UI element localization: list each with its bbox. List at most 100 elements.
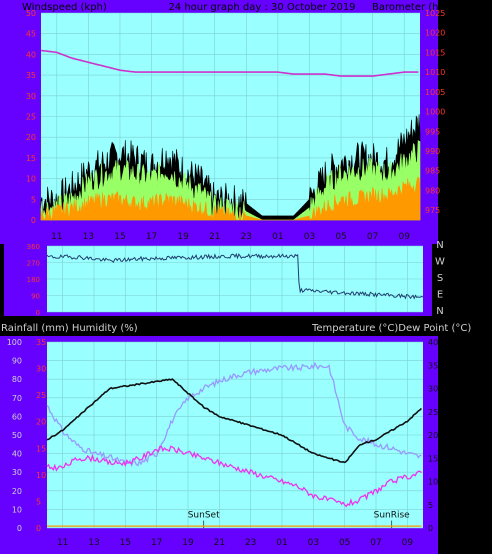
sun-annotations: SunSet SunRise: [188, 511, 410, 528]
top-grid: [41, 12, 420, 221]
direction-label-s: S: [437, 273, 443, 284]
temperature-tick-label: 5: [428, 501, 433, 510]
barometer-tick-label: 1005: [425, 88, 445, 97]
windspeed-tick-label: 40: [26, 50, 36, 59]
humidity-tick-label: 80: [12, 375, 22, 384]
humidity-tick-label: 10: [12, 505, 22, 514]
direction-label-w: W: [435, 257, 445, 268]
humidity-tick-label: 90: [12, 357, 22, 366]
barometer-tick-label: 1000: [425, 108, 445, 117]
barometer-tick-label: 990: [425, 147, 440, 156]
top-x-tick-label: 01: [272, 232, 283, 242]
direction-tick-label: 90: [31, 293, 40, 301]
windspeed-tick-label: 5: [31, 195, 36, 204]
humidity-tick-label: 40: [12, 450, 22, 459]
bottom-x-tick-label: 21: [214, 538, 225, 548]
top-x-tick-label: 23: [241, 232, 252, 242]
direction-tick-label: 0: [36, 309, 40, 317]
bottom-grid: [47, 341, 423, 529]
bottom-x-tick-label: 05: [339, 538, 350, 548]
rainfall-tick-label: 15: [36, 444, 46, 453]
windspeed-tick-label: 10: [26, 175, 36, 184]
temperature-tick-label: 30: [428, 385, 438, 394]
top-x-tick-label: 11: [51, 232, 62, 242]
direction-label-n: N: [436, 306, 443, 317]
barometer-axis: 975 980 985 990 995 1000 1005 1010 1015 1020 1025: [425, 9, 445, 215]
top-x-tick-label: 17: [146, 232, 157, 242]
direction-line: [46, 252, 424, 300]
barometer-label: Barometer (hpa): [372, 2, 455, 13]
humidity-tick-label: 20: [12, 487, 22, 496]
rain-humidity-label: Rainfall (mm) Humidity (%): [1, 323, 138, 334]
humidity-tick-label: 50: [12, 431, 22, 440]
rainfall-tick-label: 10: [36, 471, 46, 480]
windspeed-tick-label: 35: [26, 71, 36, 80]
top-x-tick-label: 19: [177, 232, 189, 242]
wind-series: [40, 49, 421, 222]
temp-dew-label: Temperature (°C)Dew Point (°C): [311, 323, 471, 334]
humidity-axis: 0 10 20 30 40 50 60 70 80 90 100: [7, 338, 22, 533]
direction-tick-label: 180: [27, 276, 40, 284]
barometer-tick-label: 1025: [425, 9, 445, 18]
bottom-x-tick-label: 15: [120, 538, 131, 548]
top-x-tick-label: 09: [398, 232, 410, 242]
direction-tick-label: 360: [27, 243, 40, 251]
wind-low-series: [40, 176, 421, 222]
bottom-x-tick-label: 23: [245, 538, 256, 548]
direction-tick-label: 270: [27, 260, 40, 268]
top-x-tick-label: 07: [367, 232, 378, 242]
humidity-tick-label: 70: [12, 394, 22, 403]
direction-label-e: E: [437, 290, 443, 301]
sunrise-label: SunRise: [374, 511, 411, 521]
windspeed-tick-label: 0: [31, 216, 36, 225]
wind-average-series: [40, 140, 421, 221]
bottom-x-tick-label: 01: [276, 538, 287, 548]
temperature-tick-label: 0: [428, 524, 433, 533]
bottom-x-tick-label: 19: [182, 538, 194, 548]
temperature-line: [46, 378, 422, 464]
humidity-tick-label: 30: [12, 468, 22, 477]
barometer-tick-label: 995: [425, 127, 440, 136]
barometer-tick-label: 1015: [425, 48, 445, 57]
temperature-tick-label: 10: [428, 478, 438, 487]
rainfall-tick-label: 5: [36, 497, 41, 506]
rainfall-axis: 0 5 10 15 20 25 30 35: [36, 338, 46, 533]
bottom-x-tick-label: 03: [308, 538, 319, 548]
windspeed-tick-label: 30: [26, 92, 36, 101]
barometer-tick-label: 980: [425, 186, 440, 195]
dew-point-line: [46, 445, 422, 508]
bottom-x-axis: 11 13 15 17 19 21 23 01 03 05 07 09: [57, 538, 413, 548]
windspeed-axis: 0 5 10 15 20 25 30 35 40 45 50: [26, 9, 36, 225]
barometer-tick-label: 1010: [425, 68, 445, 77]
rainfall-tick-label: 30: [36, 365, 46, 374]
bottom-x-tick-label: 11: [57, 538, 68, 548]
humidity-tick-label: 0: [17, 524, 22, 533]
temperature-tick-label: 25: [428, 408, 438, 417]
humidity-line: [46, 361, 422, 468]
top-x-axis: 11 13 15 17 19 21 23 01 03 05 07 09: [51, 232, 410, 242]
windspeed-tick-label: 15: [26, 154, 36, 163]
barometer-tick-label: 1020: [425, 29, 445, 38]
temperature-series: [46, 361, 422, 527]
direction-label-n: N: [436, 240, 443, 251]
windspeed-tick-label: 25: [26, 113, 36, 122]
barometer-line: [40, 49, 419, 77]
top-x-tick-label: 05: [335, 232, 346, 242]
direction-grid: [47, 245, 423, 313]
humidity-tick-label: 60: [12, 412, 22, 421]
rainfall-tick-label: 20: [36, 418, 46, 427]
windspeed-label: Windspeed (kph): [22, 2, 107, 13]
top-x-tick-label: 15: [114, 232, 125, 242]
temperature-tick-label: 15: [428, 454, 438, 463]
windspeed-tick-label: 20: [26, 133, 36, 142]
top-x-tick-label: 03: [304, 232, 315, 242]
windspeed-tick-label: 45: [26, 30, 36, 39]
temperature-tick-label: 40: [428, 338, 438, 347]
rainfall-tick-label: 0: [36, 524, 41, 533]
barometer-tick-label: 975: [425, 206, 440, 215]
bottom-x-tick-label: 17: [151, 538, 162, 548]
top-x-tick-label: 13: [83, 232, 94, 242]
windspeed-tick-label: 50: [26, 9, 36, 18]
top-x-tick-label: 21: [209, 232, 220, 242]
